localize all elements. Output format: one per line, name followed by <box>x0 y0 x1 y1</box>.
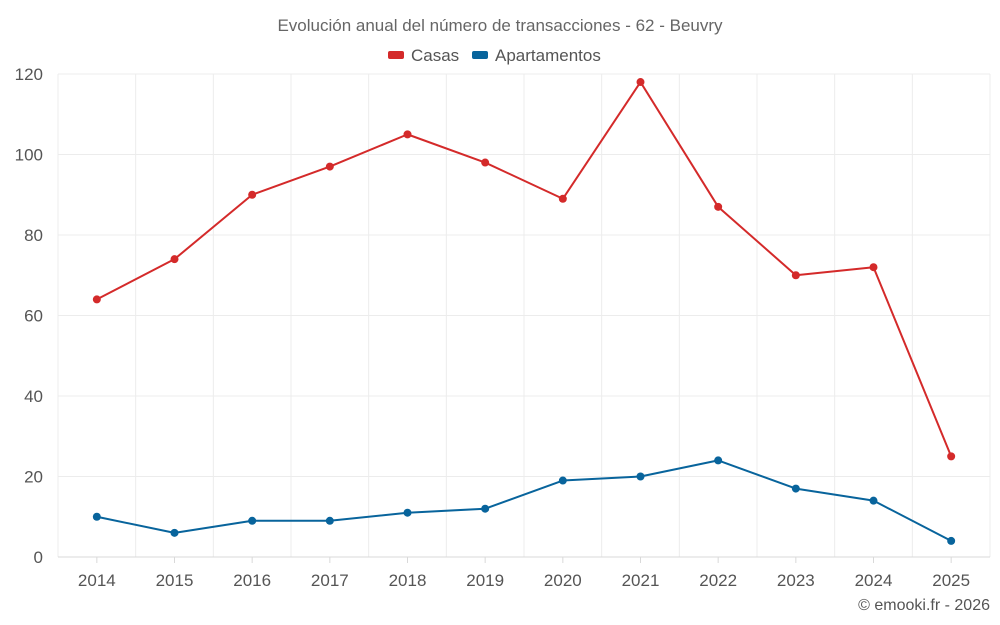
grid <box>57 73 991 557</box>
data-point-casas[interactable] <box>947 452 956 461</box>
x-tick-label: 2024 <box>855 571 893 590</box>
y-tick-label: 100 <box>15 146 43 165</box>
y-tick-label: 0 <box>34 548 43 567</box>
series-line-apartamentos <box>96 459 952 542</box>
data-point-casas[interactable] <box>714 202 723 211</box>
data-point-apartamentos[interactable] <box>791 484 800 493</box>
x-tick-label: 2021 <box>622 571 660 590</box>
axes: 0 20 40 60 80 100 120 2014 2015 2016 2017 2018 2019 2… <box>15 65 990 590</box>
legend-label-casas[interactable]: Casas <box>411 46 459 65</box>
data-point-apartamentos[interactable] <box>869 496 878 505</box>
data-point-casas[interactable] <box>791 271 800 280</box>
data-point-casas[interactable] <box>869 263 878 272</box>
legend-swatch-apartamentos[interactable] <box>472 51 488 59</box>
y-tick-label: 20 <box>24 468 43 487</box>
x-tick-label: 2015 <box>156 571 194 590</box>
series-group <box>92 78 956 545</box>
data-point-casas[interactable] <box>170 255 179 264</box>
data-point-apartamentos[interactable] <box>248 516 257 525</box>
data-point-apartamentos[interactable] <box>403 508 412 517</box>
data-point-apartamentos[interactable] <box>714 456 723 465</box>
y-tick-label: 40 <box>24 387 43 406</box>
data-point-apartamentos[interactable] <box>92 512 101 521</box>
x-tick-label: 2023 <box>777 571 815 590</box>
x-tick-label: 2025 <box>932 571 970 590</box>
x-tick-label: 2017 <box>311 571 349 590</box>
x-tick-label: 2018 <box>389 571 427 590</box>
y-tick-label: 120 <box>15 65 43 84</box>
data-point-casas[interactable] <box>481 158 490 167</box>
data-point-casas[interactable] <box>403 130 412 139</box>
data-point-casas[interactable] <box>92 295 101 304</box>
data-point-casas[interactable] <box>636 78 645 87</box>
legend-swatch-casas[interactable] <box>388 51 404 59</box>
x-tick-label: 2020 <box>544 571 582 590</box>
x-tick-label: 2022 <box>699 571 737 590</box>
series-line-casas <box>96 81 953 457</box>
chart-title: Evolución anual del número de transaccio… <box>277 16 723 35</box>
legend-label-apartamentos[interactable]: Apartamentos <box>495 46 601 65</box>
y-tick-label: 60 <box>24 307 43 326</box>
y-tick-label: 80 <box>24 226 43 245</box>
data-point-casas[interactable] <box>558 194 567 203</box>
data-point-apartamentos[interactable] <box>481 504 490 513</box>
data-point-casas[interactable] <box>325 162 334 171</box>
data-point-apartamentos[interactable] <box>325 516 334 525</box>
data-point-casas[interactable] <box>248 190 257 199</box>
data-point-apartamentos[interactable] <box>636 472 645 481</box>
data-point-apartamentos[interactable] <box>947 536 956 545</box>
legend: Casas Apartamentos <box>388 46 601 65</box>
x-tick-label: 2019 <box>466 571 504 590</box>
x-tick-label: 2014 <box>78 571 116 590</box>
data-point-apartamentos[interactable] <box>558 476 567 485</box>
data-point-apartamentos[interactable] <box>170 528 179 537</box>
credit-text: © emooki.fr - 2026 <box>858 597 990 614</box>
x-tick-label: 2016 <box>233 571 271 590</box>
